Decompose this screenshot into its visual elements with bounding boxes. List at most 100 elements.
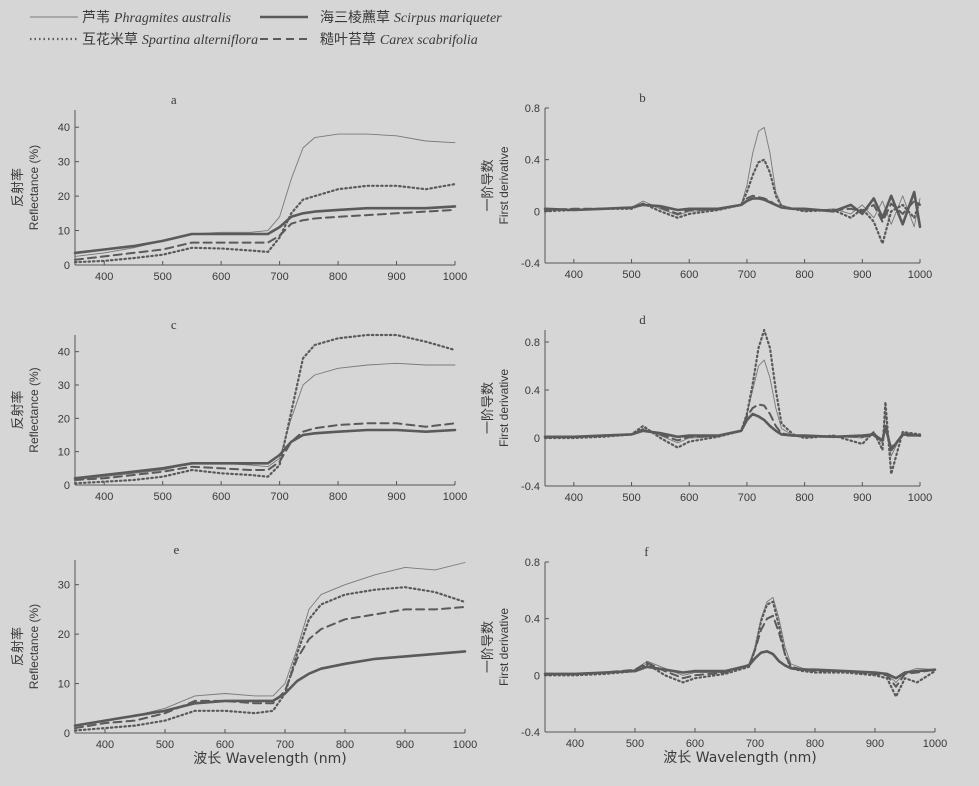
y-tick-label: 40	[58, 122, 70, 134]
x-tick-label: 1000	[453, 739, 477, 751]
x-axis-label: 波长 Wavelength (nm)	[193, 751, 346, 767]
legend-label-latin: Carex scabrifolia	[379, 33, 478, 48]
series-line-thin	[74, 562, 466, 727]
y-tick-label: -0.4	[521, 481, 540, 493]
series-line-thick	[543, 412, 922, 452]
y-tick-label: 0	[534, 206, 540, 218]
legend-label-carex: 糙叶苔草 Carex scabrifolia	[320, 31, 478, 49]
x-tick-label: 800	[329, 271, 347, 283]
panel-letter: a	[171, 92, 177, 107]
y-tick-label: 0.8	[525, 103, 540, 115]
series-line-dashed	[74, 208, 456, 261]
y-axis-label-cn: 一阶导数	[481, 621, 496, 673]
y-tick-label: -0.4	[521, 258, 540, 270]
x-tick-label: 800	[336, 739, 354, 751]
x-tick-label: 1000	[443, 491, 467, 503]
series-line-thick	[543, 649, 937, 680]
y-tick-label: 0.8	[525, 557, 540, 569]
panel-a: 400 500 600 700 800 900 1000 0 10 20 30 40 a 反射率 Refle…	[10, 92, 467, 283]
x-tick-label: 900	[387, 491, 405, 503]
y-axis-label: First derivative	[497, 146, 511, 224]
x-tick-label: 800	[795, 269, 813, 281]
x-tick-label: 1000	[908, 269, 932, 281]
x-tick-label: 600	[680, 492, 698, 504]
y-tick-label: 20	[58, 629, 70, 641]
y-axis-label-cn: 反射率	[10, 627, 26, 666]
panel-letter: d	[639, 312, 646, 327]
legend-label-spartina: 互花米草 Spartina alterniflora	[82, 31, 258, 49]
x-tick-label: 1000	[908, 492, 932, 504]
series-line-dotted	[543, 328, 922, 476]
y-tick-label: 0	[64, 728, 70, 740]
y-tick-label: 10	[58, 226, 70, 238]
y-axis-label: First derivative	[497, 608, 511, 686]
series-line-dotted	[543, 600, 937, 698]
x-tick-label: 900	[396, 739, 414, 751]
series-line-dashed	[74, 606, 466, 730]
y-tick-label: 0.8	[525, 337, 540, 349]
x-tick-label: 700	[738, 269, 756, 281]
series-line-dashed	[544, 403, 921, 449]
y-tick-label: 0.4	[525, 614, 540, 626]
x-tick-label: 600	[212, 491, 230, 503]
y-tick-label: 10	[58, 447, 70, 459]
y-tick-label: 0.4	[525, 155, 540, 167]
panel-letter: b	[639, 90, 646, 105]
panel-d: 400 500 600 700 800 900 1000 -0.4 0 0.4 0.8 d 一阶导数 Fi…	[481, 312, 932, 504]
y-axis-label: Reflectance (%)	[27, 604, 41, 689]
panel-letter: e	[174, 542, 180, 557]
x-tick-label: 500	[622, 492, 640, 504]
x-tick-label: 1000	[443, 271, 467, 283]
legend-label-phragmites: 芦苇 Phragmites australis	[82, 9, 231, 27]
x-tick-label: 400	[95, 491, 113, 503]
x-tick-label: 500	[154, 491, 172, 503]
x-tick-label: 800	[795, 492, 813, 504]
x-tick-label: 1000	[923, 738, 947, 750]
y-axis-label-cn: 反射率	[10, 168, 26, 207]
legend-label-cn: 互花米草	[82, 31, 138, 47]
series-line-dotted	[543, 158, 922, 245]
panel-c: 400 500 600 700 800 900 1000 0 10 20 30 40 c 反射率 Refle…	[10, 317, 467, 503]
x-tick-label: 700	[738, 492, 756, 504]
x-tick-label: 400	[96, 739, 114, 751]
panel-letter: f	[644, 544, 649, 559]
y-tick-label: 30	[58, 580, 70, 592]
panel-e: 400 500 600 700 800 900 1000 0 10 20 30 e 反射率 Reflect…	[10, 542, 477, 767]
legend-label-latin: Spartina alterniflora	[141, 33, 259, 48]
y-tick-label: 0	[534, 670, 540, 682]
legend-label-latin: Scirpus mariqueter	[393, 11, 502, 26]
x-tick-label: 500	[154, 271, 172, 283]
series-line-thick	[73, 205, 457, 255]
y-axis-label: First derivative	[497, 369, 511, 447]
y-tick-label: 40	[58, 347, 70, 359]
x-tick-label: 600	[212, 271, 230, 283]
y-tick-label: 0	[64, 260, 70, 272]
x-tick-label: 400	[566, 738, 584, 750]
x-tick-label: 400	[565, 492, 583, 504]
x-tick-label: 500	[156, 739, 174, 751]
y-tick-label: 20	[58, 413, 70, 425]
x-tick-label: 700	[276, 739, 294, 751]
series-line-dashed	[544, 194, 921, 223]
legend-label-scirpus: 海三棱藨草 Scirpus mariqueter	[320, 9, 502, 27]
x-tick-label: 800	[806, 738, 824, 750]
x-tick-label: 700	[270, 491, 288, 503]
y-tick-label: -0.4	[521, 727, 540, 739]
y-tick-label: 30	[58, 380, 70, 392]
x-tick-label: 700	[746, 738, 764, 750]
x-tick-label: 800	[329, 491, 347, 503]
x-tick-label: 500	[622, 269, 640, 281]
x-tick-label: 700	[270, 271, 288, 283]
x-tick-label: 900	[853, 269, 871, 281]
legend-label-cn: 糙叶苔草	[320, 31, 376, 47]
x-tick-label: 400	[565, 269, 583, 281]
series-line-thick	[73, 428, 457, 480]
y-tick-label: 0	[64, 480, 70, 492]
y-axis-label-cn: 一阶导数	[481, 159, 496, 211]
x-tick-label: 600	[686, 738, 704, 750]
x-tick-label: 600	[680, 269, 698, 281]
series-line-thin	[74, 362, 456, 481]
legend-label-latin: Phragmites australis	[113, 11, 231, 26]
legend-label-cn: 海三棱藨草	[320, 9, 390, 25]
